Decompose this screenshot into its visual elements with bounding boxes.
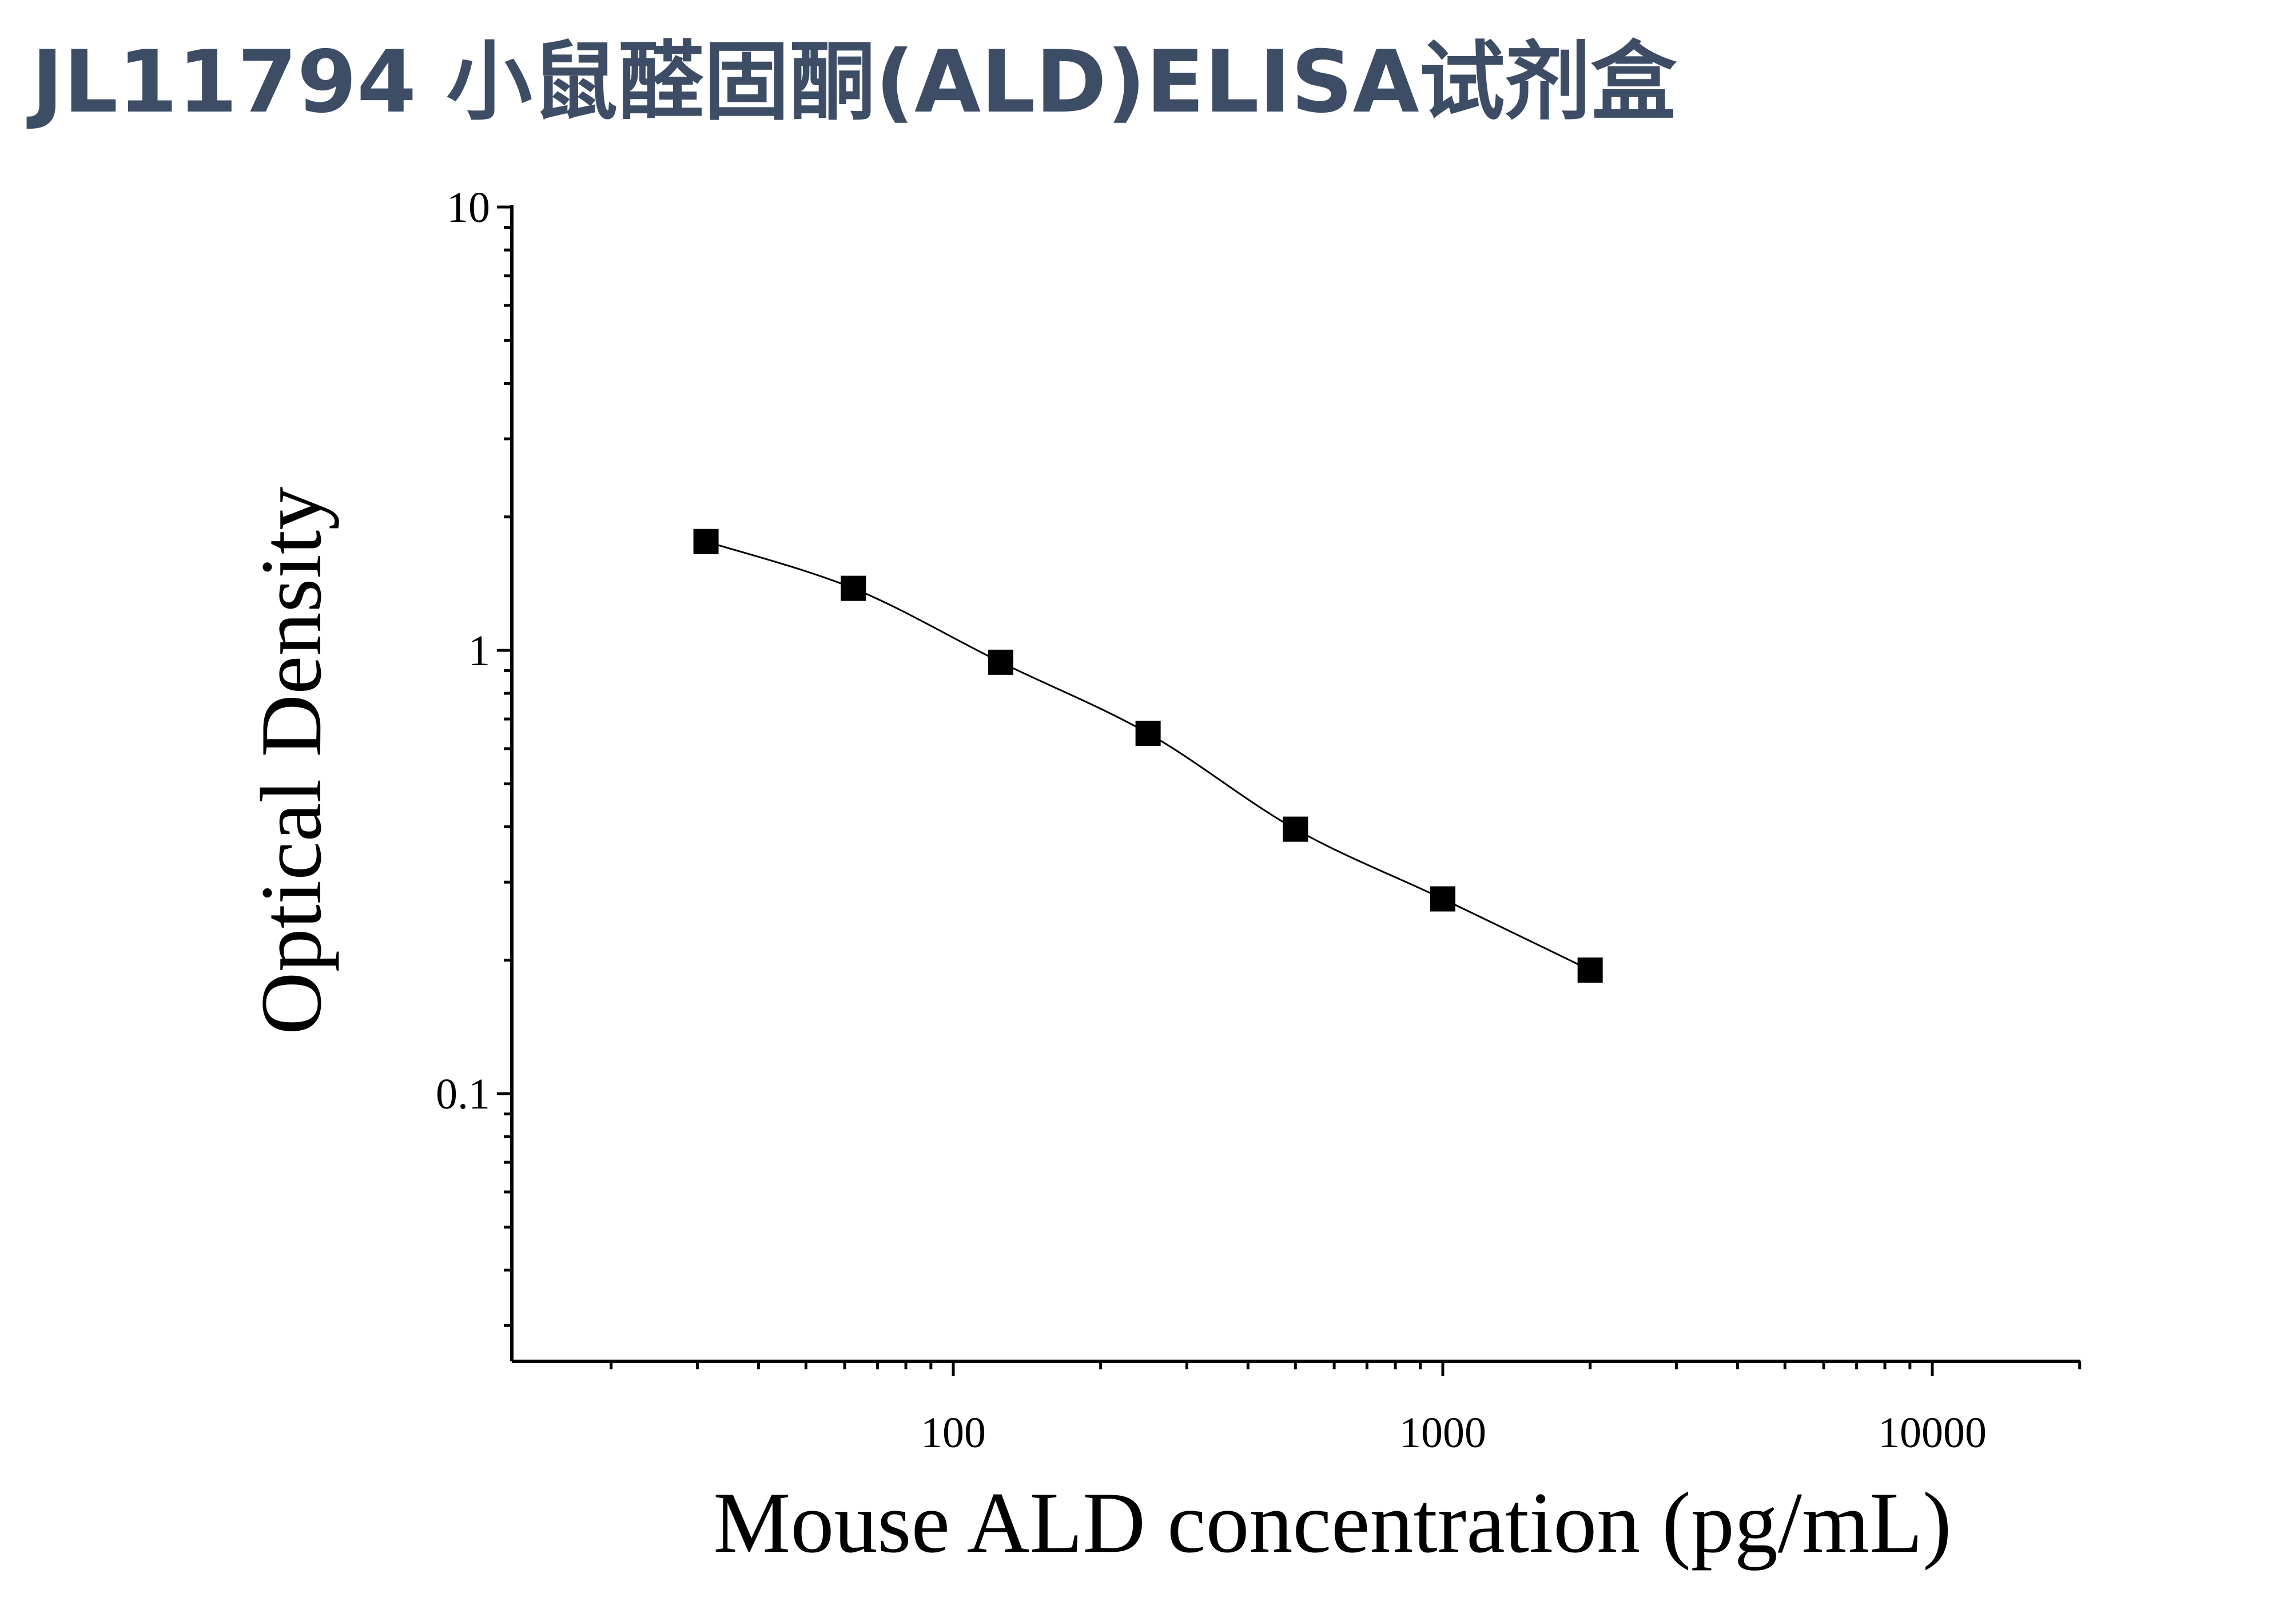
x-axis-label: Mouse ALD concentration (pg/mL) [713, 1475, 1951, 1571]
x-tick-label: 100 [921, 1409, 986, 1457]
data-points [693, 529, 1603, 983]
data-point [693, 529, 719, 554]
fit-curve [706, 541, 1591, 971]
axis-ticks [497, 205, 2082, 1376]
y-axis-label: Optical Density [243, 487, 339, 1035]
data-point [1577, 957, 1603, 983]
data-point [1135, 720, 1161, 746]
data-point [1430, 886, 1455, 912]
chart-axes [510, 205, 2080, 1363]
x-tick-label: 1000 [1399, 1409, 1486, 1457]
y-tick-label: 1 [468, 627, 490, 675]
y-tick-label: 0.1 [436, 1070, 490, 1118]
data-point [988, 649, 1013, 675]
chart-title: JL11794 小鼠醛固酮(ALD)ELISA试剂盒 [26, 33, 1677, 132]
data-point [1283, 816, 1308, 842]
data-point [841, 575, 866, 601]
x-tick-label: 10000 [1878, 1409, 1987, 1457]
y-tick-label: 10 [447, 184, 490, 232]
tick-labels: 10 1 0.1 100 1000 10000 [436, 184, 1987, 1457]
